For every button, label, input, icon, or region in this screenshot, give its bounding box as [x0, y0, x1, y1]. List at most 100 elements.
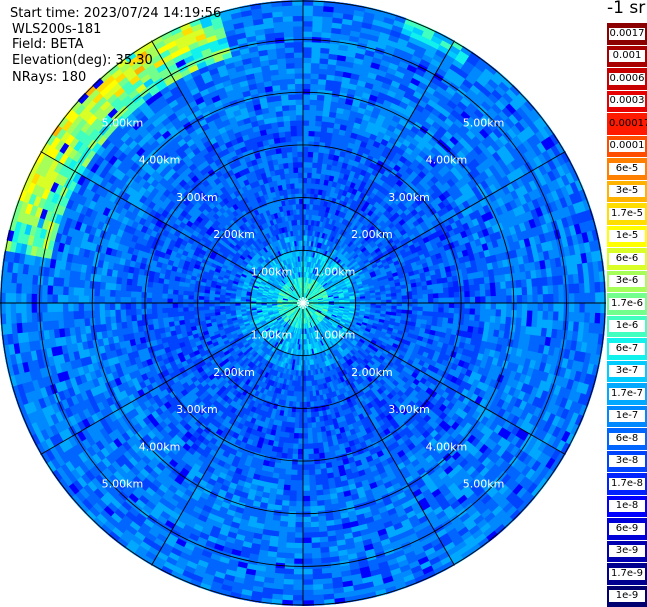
range-gate-cell [294, 412, 300, 419]
range-gate-cell [198, 299, 205, 304]
range-gate-cell [167, 311, 174, 318]
range-gate-cell [421, 285, 429, 291]
range-gate-cell [298, 422, 304, 429]
range-gate-cell [156, 302, 163, 309]
range-gate-cell [167, 288, 174, 295]
range-gate-cell [312, 161, 319, 169]
range-gate-cell [288, 167, 295, 174]
range-gate-cell [437, 283, 444, 290]
range-gate-cell [438, 297, 445, 304]
range-gate-cell [427, 307, 434, 313]
range-gate-cell [401, 299, 408, 304]
range-gate-cell [396, 299, 403, 304]
range-gate-cell [224, 305, 231, 309]
range-gate-cell [391, 302, 398, 307]
range-gate-cell [305, 375, 309, 382]
range-gate-cell [172, 311, 179, 318]
range-gate-cell [298, 182, 304, 189]
range-gate-cell [437, 287, 445, 294]
range-gate-cell [422, 289, 429, 295]
range-gate-cell [287, 437, 294, 445]
range-gate-cell [299, 208, 304, 215]
range-gate-cell [293, 432, 299, 440]
range-gate-cell [442, 282, 449, 289]
range-gate-cell [417, 306, 424, 312]
range-gate-cell [302, 427, 308, 434]
range-gate-cell [293, 177, 300, 184]
range-gate-cell [432, 307, 440, 313]
range-gate-cell [177, 298, 184, 304]
range-gate-cell [416, 290, 424, 296]
range-gate-cell [312, 437, 319, 445]
range-gate-cell [297, 224, 301, 231]
range-gate-cell [177, 302, 184, 308]
range-gate-cell [161, 307, 168, 314]
range-gate-cell [422, 306, 429, 313]
range-gate-cell [156, 307, 163, 314]
range-gate-cell [302, 433, 309, 440]
range-gate-cell [302, 182, 308, 189]
range-gate-cell [305, 391, 310, 398]
range-gate-cell [417, 294, 424, 300]
range-gate-cell [298, 427, 304, 434]
range-gate-cell [213, 305, 220, 310]
range-gate-cell [297, 166, 304, 173]
range-gate-cell [293, 172, 299, 179]
range-gate-cell [307, 156, 314, 163]
range-gate-cell [182, 294, 189, 300]
range-gate-cell [422, 302, 429, 308]
range-gate-cell [412, 298, 419, 304]
range-gate-cell [167, 316, 175, 323]
range-gate-cell [213, 302, 220, 307]
range-gate-cell [386, 299, 393, 304]
range-gate-cell [182, 310, 190, 316]
range-gate-cell [438, 307, 445, 314]
range-gate-cell [396, 302, 403, 307]
range-gate-cell [302, 172, 308, 179]
range-gate-cell [302, 386, 307, 393]
range-gate-cell [203, 305, 210, 311]
range-gate-cell [297, 433, 304, 440]
range-gate-cell [311, 432, 318, 439]
range-gate-cell [203, 302, 210, 307]
range-gate-cell [187, 306, 194, 312]
range-gate-cell [298, 417, 304, 424]
range-gate-cell [156, 292, 163, 299]
range-gate-cell [431, 283, 439, 290]
range-gate-cell [299, 401, 304, 408]
range-gate-cell [166, 302, 173, 309]
range-gate-cell [306, 412, 312, 419]
range-gate-cell [292, 161, 299, 168]
range-gate-cell [156, 297, 163, 304]
range-gate-cell [298, 177, 304, 184]
range-gate-cell [177, 293, 184, 300]
range-gate-cell [396, 295, 403, 301]
range-gate-cell [166, 293, 174, 299]
range-gate-cell [443, 292, 450, 299]
range-gate-cell [187, 310, 195, 316]
range-gate-cell [310, 416, 316, 424]
range-gate-cell [443, 307, 450, 314]
range-gate-cell [427, 288, 434, 295]
range-gate-cell [299, 203, 304, 210]
range-gate-cell [391, 296, 398, 301]
range-gate-cell [293, 427, 299, 434]
range-gate-cell [422, 298, 429, 304]
range-gate-cell [293, 422, 300, 429]
range-gate-cell [187, 298, 194, 304]
range-gate-cell [161, 302, 168, 309]
range-gate-cell [187, 294, 194, 300]
range-gate-cell [302, 391, 307, 398]
range-gate-cell [316, 437, 323, 444]
range-gate-cell [412, 302, 419, 308]
range-gate-cell [417, 298, 424, 304]
range-gate-cell [307, 427, 313, 434]
range-gate-cell [302, 396, 307, 403]
range-gate-cell [299, 391, 304, 398]
range-gate-cell [302, 438, 309, 445]
range-gate-cell [177, 311, 184, 317]
range-gate-cell [287, 161, 294, 169]
range-gate-cell [299, 198, 304, 205]
range-gate-cell [302, 177, 308, 184]
range-gate-cell [386, 296, 393, 301]
